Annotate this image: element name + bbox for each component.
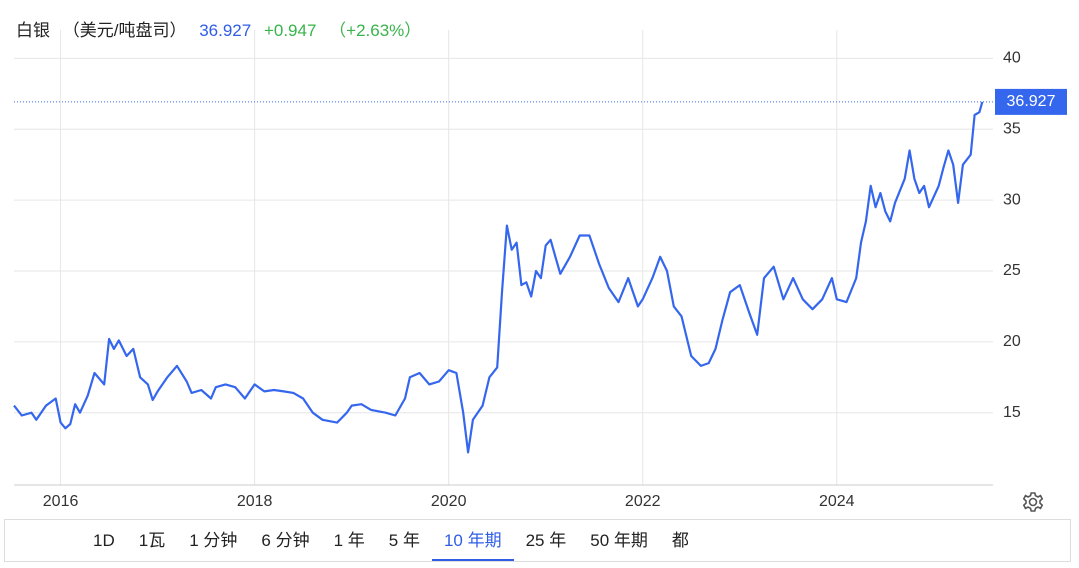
unit: （美元/吨盘司） — [62, 21, 187, 40]
change: +0.947 — [263, 21, 317, 40]
range-button[interactable]: 1瓦 — [138, 531, 166, 550]
last-price-tag — [995, 88, 1067, 115]
y-tick-label: 35 — [1003, 120, 1021, 137]
range-button[interactable]: 都 — [671, 531, 689, 550]
price-line — [13, 101, 984, 454]
range-button[interactable]: 5 年 — [388, 531, 420, 550]
range-button[interactable]: 1 年 — [333, 531, 365, 550]
y-tick-label: 20 — [1003, 333, 1021, 350]
x-tick-label: 2024 — [819, 493, 855, 510]
range-button[interactable]: 10 年期 — [431, 520, 514, 561]
change-pct: （+2.63%） — [329, 21, 422, 40]
y-tick-label: 40 — [1003, 50, 1021, 67]
x-tick-label: 2022 — [625, 493, 661, 510]
range-button[interactable]: 6 分钟 — [261, 531, 310, 550]
range-button[interactable]: 1D — [93, 531, 115, 550]
y-tick-label: 15 — [1003, 404, 1021, 421]
asset-name: 白银 — [16, 21, 50, 40]
header: 白银 （美元/吨盘司） 36.927 +0.947 （+2.63%） — [16, 16, 429, 41]
last-price-label: 36.927 — [1007, 93, 1056, 110]
range-button[interactable]: 50 年期 — [590, 531, 648, 550]
x-tick-label: 2020 — [431, 493, 467, 510]
y-tick-label: 30 — [1003, 191, 1021, 208]
price: 36.927 — [199, 21, 252, 40]
range-button[interactable]: 1 分钟 — [189, 531, 238, 550]
settings-icon[interactable] — [1022, 492, 1044, 512]
range-bar: 1D 1瓦 1 分钟 6 分钟 1 年 5 年 10 年期 25 年 50 年期 都 — [4, 519, 1071, 562]
y-tick-label: 25 — [1003, 262, 1021, 279]
x-tick-label: 2016 — [43, 493, 79, 510]
chart: 15 20 25 30 35 40 2016 2018 2020 2022 2024 36.927 — [13, 30, 1067, 512]
range-button[interactable]: 25 年 — [525, 531, 567, 550]
x-tick-label: 2018 — [237, 493, 273, 510]
